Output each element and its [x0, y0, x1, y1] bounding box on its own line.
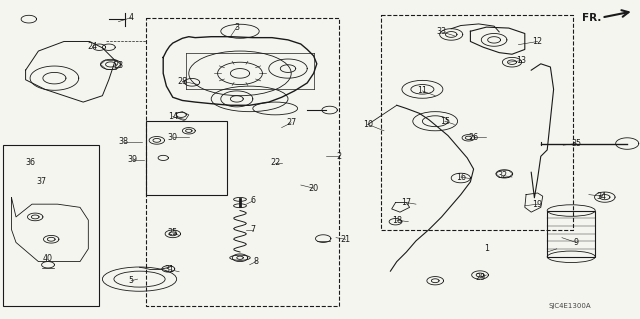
Text: 37: 37: [36, 177, 47, 186]
Text: 26: 26: [468, 133, 479, 142]
Bar: [146, 18, 339, 306]
Bar: [381, 15, 573, 230]
Text: 39: 39: [127, 155, 138, 164]
Text: 36: 36: [26, 158, 36, 167]
Text: 7: 7: [250, 225, 255, 234]
Text: 40: 40: [43, 254, 53, 263]
Text: 29: 29: [475, 273, 485, 282]
Text: 32: 32: [497, 171, 508, 180]
Text: 14: 14: [168, 112, 178, 121]
Bar: [3, 145, 99, 306]
Text: 27: 27: [286, 118, 296, 127]
Text: 1: 1: [484, 244, 489, 253]
Text: 3: 3: [234, 23, 239, 32]
Text: 21: 21: [340, 235, 351, 244]
Text: 25: 25: [168, 228, 178, 237]
Text: 5: 5: [129, 276, 134, 285]
Text: 4: 4: [129, 13, 134, 22]
Text: 19: 19: [532, 200, 543, 209]
Text: 18: 18: [392, 216, 402, 225]
Text: 6: 6: [250, 197, 255, 205]
Text: 23: 23: [113, 61, 124, 70]
Text: 34: 34: [596, 192, 607, 201]
Text: SJC4E1300A: SJC4E1300A: [548, 303, 591, 308]
Text: 2: 2: [337, 152, 342, 161]
Text: 10: 10: [363, 120, 373, 129]
Text: 22: 22: [270, 158, 280, 167]
Text: 9: 9: [573, 238, 579, 247]
Text: 16: 16: [456, 173, 466, 182]
Bar: [547, 211, 595, 257]
Text: FR.: FR.: [582, 12, 602, 23]
Text: 15: 15: [440, 117, 450, 126]
Text: 20: 20: [308, 184, 319, 193]
Text: 11: 11: [417, 86, 428, 95]
Text: 12: 12: [532, 37, 543, 46]
Text: 38: 38: [118, 137, 129, 146]
Text: 8: 8: [253, 257, 259, 266]
Text: 28: 28: [177, 77, 188, 86]
Text: 13: 13: [516, 56, 527, 65]
Bar: [146, 121, 227, 195]
Text: 24: 24: [88, 42, 98, 51]
Text: 33: 33: [436, 27, 447, 36]
Text: 30: 30: [168, 133, 178, 142]
Text: 35: 35: [571, 139, 581, 148]
Text: 17: 17: [401, 198, 412, 207]
Text: 31: 31: [164, 265, 175, 274]
